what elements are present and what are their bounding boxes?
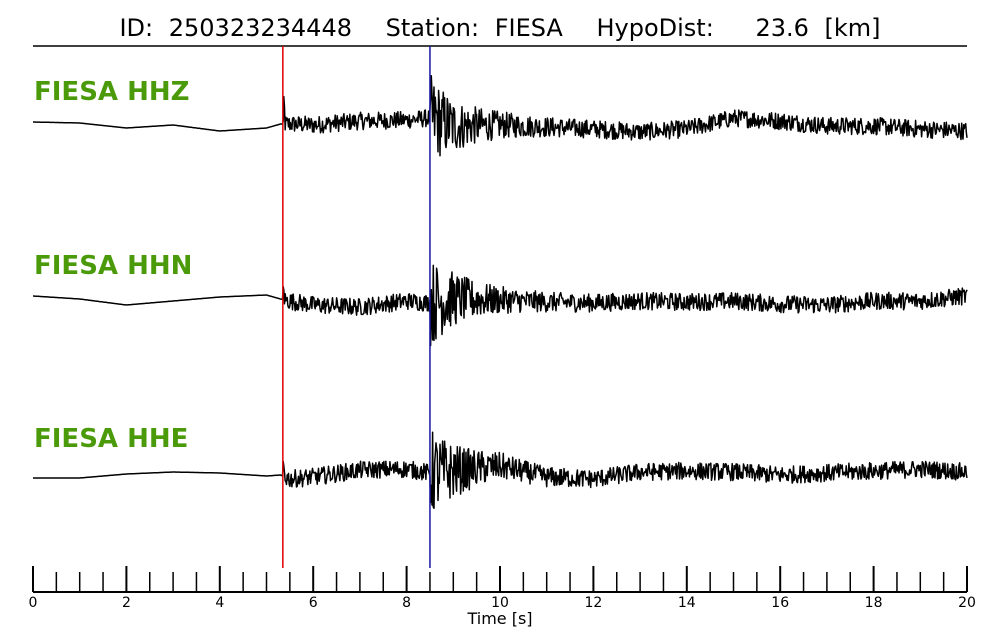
channel-label-hhz: FIESA HHZ — [34, 77, 189, 107]
x-axis-ticks — [32, 566, 968, 592]
title-dist-label: HypoDist: — [596, 14, 713, 42]
title-id-value: 250323234448 — [169, 14, 352, 42]
x-tick-label: 6 — [309, 595, 318, 611]
x-axis-label: Time [s] — [466, 609, 532, 628]
x-tick-label: 18 — [865, 595, 883, 611]
x-tick-label: 14 — [678, 595, 696, 611]
x-tick-label: 0 — [29, 595, 38, 611]
trace-hhn — [32, 264, 968, 347]
x-axis-tick-labels: 0 2 4 6 8 10 12 14 16 18 20 — [29, 595, 976, 611]
title-dist-value: 23.6 — [755, 14, 808, 42]
trace-hhz — [32, 75, 968, 157]
channel-label-hhe: FIESA HHE — [34, 424, 188, 454]
title-station-label: Station: — [386, 14, 479, 42]
channel-label-hhn: FIESA HHN — [34, 251, 192, 281]
x-tick-label: 4 — [215, 595, 224, 611]
x-tick-label: 16 — [771, 595, 789, 611]
title-id-label: ID: — [119, 14, 153, 42]
x-tick-label: 12 — [584, 595, 602, 611]
x-tick-label: 10 — [491, 595, 509, 611]
x-tick-label: 8 — [402, 595, 411, 611]
x-tick-label: 2 — [122, 595, 131, 611]
title-station-value: FIESA — [495, 14, 564, 42]
trace-hhe — [32, 431, 968, 509]
title-dist-unit: [km] — [825, 14, 881, 42]
figure-title: ID: 250323234448 Station: FIESA HypoDist… — [119, 14, 880, 42]
x-tick-label: 20 — [958, 595, 976, 611]
